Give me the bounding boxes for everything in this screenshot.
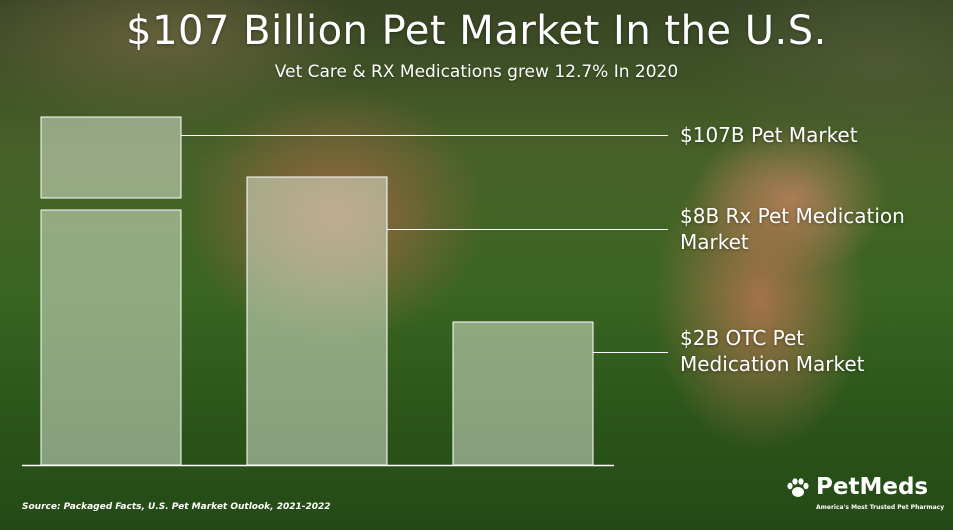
bar-label-2: $2B OTC Pet Medication Market (680, 325, 864, 377)
logo-tagline: America's Most Trusted Pet Pharmacy (816, 504, 945, 511)
chart-title: $107 Billion Pet Market In the U.S. (126, 8, 827, 54)
bar-label-0: $107B Pet Market (680, 122, 858, 148)
bar-2 (452, 321, 594, 466)
bar-label-2-line-0: $2B OTC Pet (680, 326, 805, 350)
bar-label-1-line-0: $8B Rx Pet Medication (680, 204, 905, 228)
bar-label-1: $8B Rx Pet Medication Market (680, 203, 905, 255)
bar-label-2-line-1: Medication Market (680, 352, 865, 376)
source-note: Source: Packaged Facts, U.S. Pet Market … (22, 502, 331, 512)
bar-1 (246, 176, 388, 466)
bar-label-1-line-1: Market (680, 230, 749, 254)
paw-icon (787, 478, 809, 497)
logo-wordmark: PetMeds (816, 474, 929, 500)
bar-0-lower (40, 209, 182, 466)
petmeds-logo: PetMeds America's Most Trusted Pet Pharm… (786, 474, 944, 520)
bar-0-upper (40, 116, 182, 199)
bar-label-0-line-0: $107B Pet Market (680, 123, 858, 147)
chart-subtitle: Vet Care & RX Medications grew 12.7% In … (274, 62, 679, 82)
